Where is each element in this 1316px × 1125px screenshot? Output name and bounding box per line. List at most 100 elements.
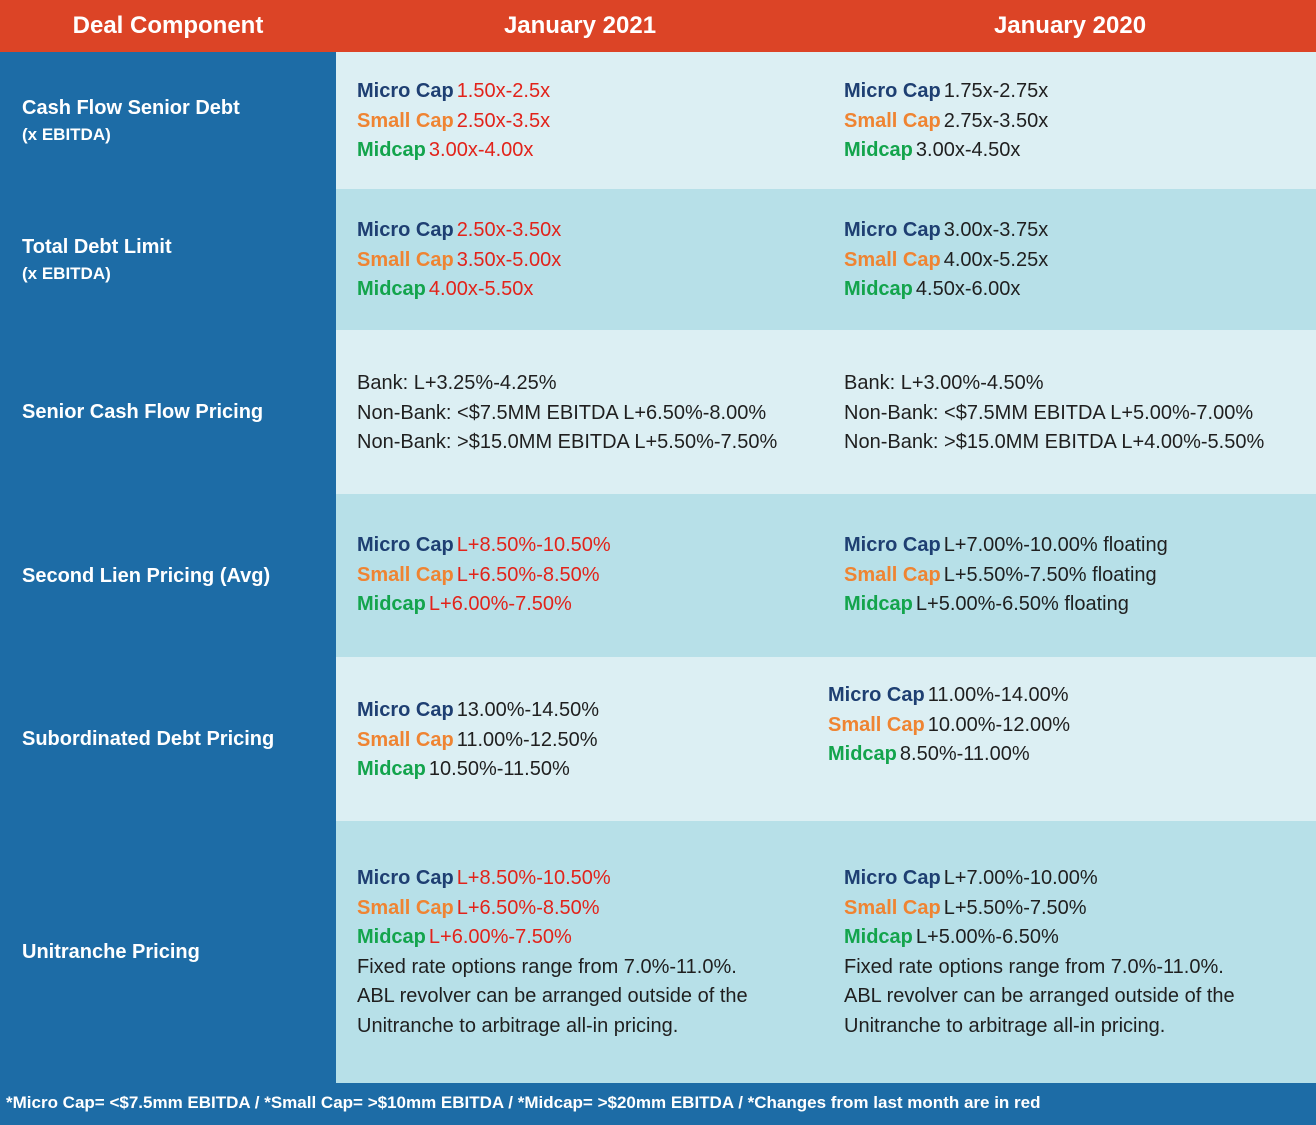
pricing-line: Non-Bank: <$7.5MM EBITDA L+5.00%-7.00% [844,401,1254,424]
cell-jan2021: Bank: L+3.25%-4.25% Non-Bank: <$7.5MM EB… [357,369,777,458]
tier-line: Midcap L+5.00%-6.50% floating [844,590,1168,620]
row-label-second-lien-pricing: Second Lien Pricing (Avg) [22,494,322,657]
tier-name: Micro Cap [357,80,454,102]
tier-line: Small Cap 2.75x-3.50x [844,107,1048,137]
tier-name: Midcap [828,743,897,765]
tier-value: L+6.50%-8.50% [456,563,600,586]
tier-value: 3.00x-4.00x [428,139,534,161]
tier-line: Micro Cap 1.75x-2.75x [844,77,1048,107]
tier-name: Midcap [357,758,426,780]
tier-value: 10.00%-12.00% [927,713,1071,736]
tier-name: Micro Cap [844,80,941,102]
tier-line: Midcap 8.50%-11.00% [828,740,1070,770]
tier-value: 4.00x-5.50x [428,278,534,300]
tier-value: L+8.50%-10.50% [456,534,611,556]
tier-value: 11.00%-14.00% [927,684,1069,706]
note-line: ABL revolver can be arranged outside of … [844,985,1235,1007]
tier-value: 4.00x-5.25x [943,248,1049,271]
tier-line: Micro Cap 11.00%-14.00% [828,681,1070,711]
table-row [336,189,1316,330]
row-label-text: Senior Cash Flow Pricing [22,401,264,423]
tier-value: 2.75x-3.50x [943,109,1049,132]
row-label-text: Second Lien Pricing (Avg) [22,564,271,587]
pricing-line: Non-Bank: >$15.0MM EBITDA L+5.50%-7.50% [357,431,778,453]
tier-value: 3.00x-4.50x [915,139,1021,161]
tier-name: Small Cap [844,248,941,271]
tier-name: Small Cap [357,896,454,919]
tier-value: L+7.00%-10.00% floating [943,534,1168,556]
row-sublabel-text: (x EBITDA) [22,124,111,144]
tier-line: Midcap L+6.00%-7.50% [357,923,748,953]
tier-name: Midcap [844,593,913,615]
row-label-cash-flow-senior-debt: Cash Flow Senior Debt (x EBITDA) [22,52,322,189]
note-line: Unitranche to arbitrage all-in pricing. [844,1014,1166,1037]
cell-jan2021: Micro Cap 2.50x-3.50x Small Cap 3.50x-5.00… [357,216,561,305]
tier-name: Micro Cap [357,867,454,889]
table-row [336,52,1316,189]
tier-value: 1.75x-2.75x [943,80,1049,102]
table-header: Deal Component January 2021 January 2020 [0,0,1316,52]
tier-line: Micro Cap 3.00x-3.75x [844,216,1048,246]
tier-line: Small Cap L+6.50%-8.50% [357,561,611,591]
tier-name: Small Cap [828,713,925,736]
tier-name: Midcap [357,139,426,161]
tier-value: L+8.50%-10.50% [456,867,611,889]
tier-name: Small Cap [357,109,454,132]
tier-line: Small Cap 4.00x-5.25x [844,246,1048,276]
tier-value: L+6.50%-8.50% [456,896,600,919]
cell-jan2020: Micro Cap L+7.00%-10.00% floating Small C… [844,531,1168,620]
tier-name: Micro Cap [844,219,941,241]
tier-name: Midcap [357,278,426,300]
row-label-total-debt-limit: Total Debt Limit (x EBITDA) [22,189,322,330]
tier-value: L+7.00%-10.00% [943,867,1098,889]
row-label-text: Cash Flow Senior Debt [22,96,240,119]
tier-value: 10.50%-11.50% [428,758,570,780]
tier-line: Small Cap 11.00%-12.50% [357,726,599,756]
tier-value: L+5.00%-6.50% floating [915,593,1129,615]
cell-jan2020: Micro Cap L+7.00%-10.00% Small Cap L+5.50%… [844,864,1235,1041]
tier-value: 2.50x-3.5x [456,109,551,132]
tier-line: Micro Cap 2.50x-3.50x [357,216,561,246]
tier-line: Small Cap 10.00%-12.00% [828,711,1070,741]
tier-name: Micro Cap [828,684,925,706]
tier-name: Small Cap [844,563,941,586]
tier-value: 8.50%-11.00% [899,743,1030,765]
tier-name: Midcap [357,593,426,615]
tier-name: Small Cap [844,109,941,132]
table-row [336,494,1316,657]
table-row [336,821,1316,1083]
table-row [336,657,1316,821]
note-line: ABL revolver can be arranged outside of … [357,985,748,1007]
pricing-line: Non-Bank: >$15.0MM EBITDA L+4.00%-5.50% [844,431,1265,453]
tier-name: Midcap [844,139,913,161]
note-line: Unitranche to arbitrage all-in pricing. [357,1014,679,1037]
tier-value: L+5.50%-7.50% floating [943,563,1157,586]
tier-line: Midcap L+6.00%-7.50% [357,590,611,620]
note-line: Fixed rate options range from 7.0%-11.0%… [357,955,737,978]
tier-value: 1.50x-2.5x [456,80,551,102]
tier-line: Micro Cap L+7.00%-10.00% [844,864,1235,894]
tier-name: Micro Cap [357,699,454,721]
tier-line: Micro Cap 1.50x-2.5x [357,77,550,107]
tier-value: 11.00%-12.50% [456,728,598,751]
cell-jan2021: Micro Cap L+8.50%-10.50% Small Cap L+6.50%… [357,864,748,1041]
tier-line: Small Cap L+6.50%-8.50% [357,894,748,924]
tier-line: Midcap 4.50x-6.00x [844,275,1048,305]
tier-value: 3.50x-5.00x [456,248,562,271]
tier-name: Small Cap [357,248,454,271]
row-label-unitranche-pricing: Unitranche Pricing [22,821,322,1083]
cell-jan2020: Bank: L+3.00%-4.50% Non-Bank: <$7.5MM EB… [844,369,1264,458]
tier-name: Micro Cap [357,219,454,241]
tier-name: Midcap [357,926,426,948]
tier-line: Midcap 4.00x-5.50x [357,275,561,305]
tier-line: Midcap 3.00x-4.50x [844,136,1048,166]
tier-line: Midcap L+5.00%-6.50% [844,923,1235,953]
row-label-text: Subordinated Debt Pricing [22,728,275,750]
tier-value: 4.50x-6.00x [915,278,1021,300]
cell-jan2021: Micro Cap 1.50x-2.5x Small Cap 2.50x-3.5x … [357,77,550,166]
row-label-text: Unitranche Pricing [22,941,200,963]
tier-line: Micro Cap 13.00%-14.50% [357,696,599,726]
header-january-2020: January 2020 [993,12,1147,39]
footnote-bar: *Micro Cap= <$7.5mm EBITDA / *Small Cap=… [0,1083,1316,1125]
tier-line: Small Cap 3.50x-5.00x [357,246,561,276]
